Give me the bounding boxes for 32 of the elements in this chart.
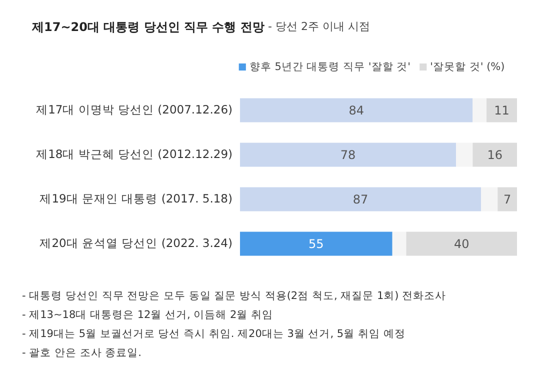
data-label: 87 bbox=[352, 192, 368, 206]
data-label: 40 bbox=[454, 236, 470, 251]
data-label: 16 bbox=[487, 148, 502, 162]
text: - 대통령 당선인 직무 전망은 모두 동일 질문 방식 적용(2점 척도, 재질문 1회) 전화조사 bbox=[22, 290, 446, 302]
data-label: 7 bbox=[503, 192, 512, 206]
bar bbox=[480, 187, 498, 212]
bar bbox=[456, 142, 473, 167]
legend-label: '잘못할 것' (%) bbox=[430, 61, 505, 73]
bar bbox=[472, 98, 487, 122]
legend-label: 향후 5년간 대통령 직무 '잘할 것' bbox=[249, 61, 411, 73]
text: - 제19대는 5월 보궐선거로 당선 즉시 취임. 제20대는 3월 선거, 5월 취임 예정 bbox=[22, 328, 406, 340]
y-tick-label: 제19대 문재인 대통령 (2017. 5.18) bbox=[40, 191, 232, 206]
text: - 괄호 안은 조사 종료일. bbox=[22, 347, 142, 359]
bar bbox=[472, 142, 517, 167]
chart-title: 제17~20대 대통령 당선인 직무 수행 전망 bbox=[31, 20, 264, 34]
bar bbox=[392, 232, 406, 256]
bar bbox=[406, 232, 517, 256]
bar bbox=[240, 98, 473, 122]
y-tick-label: 제20대 윤석열 당선인 (2022. 3.24) bbox=[40, 236, 232, 250]
bar bbox=[240, 232, 392, 256]
bar bbox=[486, 98, 517, 122]
bar bbox=[240, 142, 456, 167]
text: - 제13~18대 대통령은 12월 선거, 이듬해 2월 취임 bbox=[22, 309, 274, 321]
bar bbox=[240, 187, 481, 212]
data-label: 11 bbox=[494, 103, 510, 118]
data-label: 78 bbox=[340, 148, 356, 162]
chart-subtitle: - 당선 2주 이내 시점 bbox=[268, 20, 370, 33]
y-tick-label: 제17대 이명박 당선인 (2007.12.26) bbox=[36, 102, 232, 116]
data-label: 55 bbox=[308, 236, 324, 251]
data-label: 84 bbox=[348, 103, 364, 118]
y-tick-label: 제18대 박근혜 당선인 (2012.12.29) bbox=[36, 146, 232, 161]
bar bbox=[498, 187, 517, 212]
